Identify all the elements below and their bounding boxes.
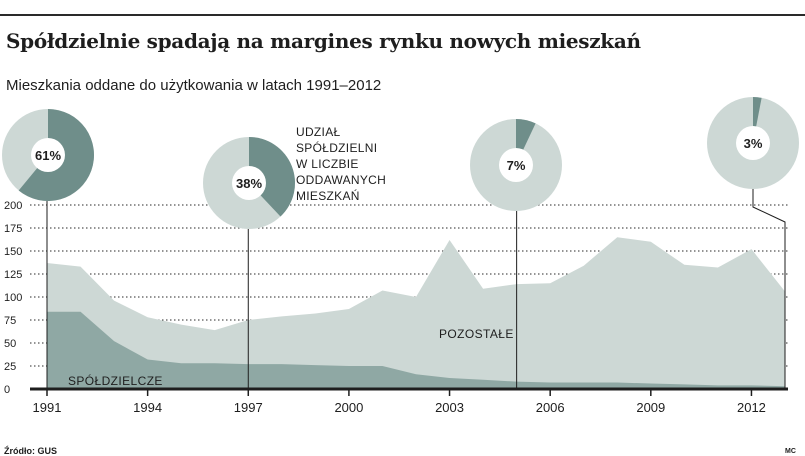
- y-tick-label: 125: [4, 269, 22, 281]
- donut-percent-label: 38%: [236, 176, 262, 191]
- x-tick-label: 2000: [334, 400, 363, 415]
- series-label-cooperative: SPÓŁDZIELCZE: [68, 373, 163, 388]
- area-series: [47, 237, 785, 389]
- leader-line: [752, 189, 786, 389]
- y-tick-label: 50: [4, 338, 16, 350]
- donut-hole: [736, 126, 770, 160]
- x-tick-label: 2012: [737, 400, 766, 415]
- x-tick-label: 1997: [234, 400, 263, 415]
- donut-percent-label: 61%: [35, 148, 61, 163]
- source-note: Źródło: GUS: [4, 446, 57, 456]
- top-rule: [0, 14, 805, 16]
- share-donut: 7%: [470, 119, 562, 211]
- y-tick-label: 0: [4, 384, 10, 396]
- axes: 0 25 50 75 100 125 150 175 200 1991 1994 1997 2000 20…: [4, 200, 788, 415]
- chart-subtitle: Mieszkania oddane do użytkowania w latac…: [6, 77, 382, 94]
- x-tick-label: 2006: [536, 400, 565, 415]
- y-tick-label: 200: [4, 200, 22, 212]
- x-tick-label: 1991: [33, 400, 62, 415]
- donut-caption-line: MIESZKAŃ: [296, 189, 360, 203]
- x-tick-label: 1994: [133, 400, 162, 415]
- donut-percent-label: 7%: [507, 158, 526, 173]
- share-donut: 3%: [707, 97, 799, 189]
- share-donut: 61%: [2, 109, 95, 202]
- donut-hole: [232, 166, 266, 200]
- donut-percent-label: 3%: [744, 136, 763, 151]
- share-donut: 38%: [203, 137, 295, 229]
- y-tick-label: 75: [4, 315, 16, 327]
- share-donuts: 61% 38% 7% 3%: [2, 97, 799, 229]
- series-label-others: POZOSTAŁE: [439, 327, 514, 341]
- donut-hole: [499, 148, 533, 182]
- donut-share-slice: [249, 137, 295, 217]
- y-tick-label: 100: [4, 292, 22, 304]
- area-others: [47, 237, 785, 389]
- donut-leader-lines: [46, 189, 786, 389]
- donut-caption-line: SPÓŁDZIELNI: [296, 141, 378, 155]
- y-tick-label: 25: [4, 361, 16, 373]
- donut-caption-line: UDZIAŁ: [296, 125, 341, 139]
- y-tick-label: 175: [4, 223, 22, 235]
- donut-caption-line: ODDAWANYCH: [296, 173, 387, 187]
- donut-caption: UDZIAŁ SPÓŁDZIELNI W LICZBIE ODDAWANYCH …: [296, 124, 386, 204]
- donut-caption-line: W LICZBIE: [296, 157, 359, 171]
- donut-hole: [31, 138, 65, 172]
- chart-title: Spółdzielnie spadają na margines rynku n…: [6, 29, 641, 53]
- author-initials: MC: [785, 448, 796, 455]
- x-tick-label: 2003: [435, 400, 464, 415]
- y-tick-label: 150: [4, 246, 22, 258]
- x-tick-label: 2009: [636, 400, 665, 415]
- area-cooperative: [47, 311, 785, 389]
